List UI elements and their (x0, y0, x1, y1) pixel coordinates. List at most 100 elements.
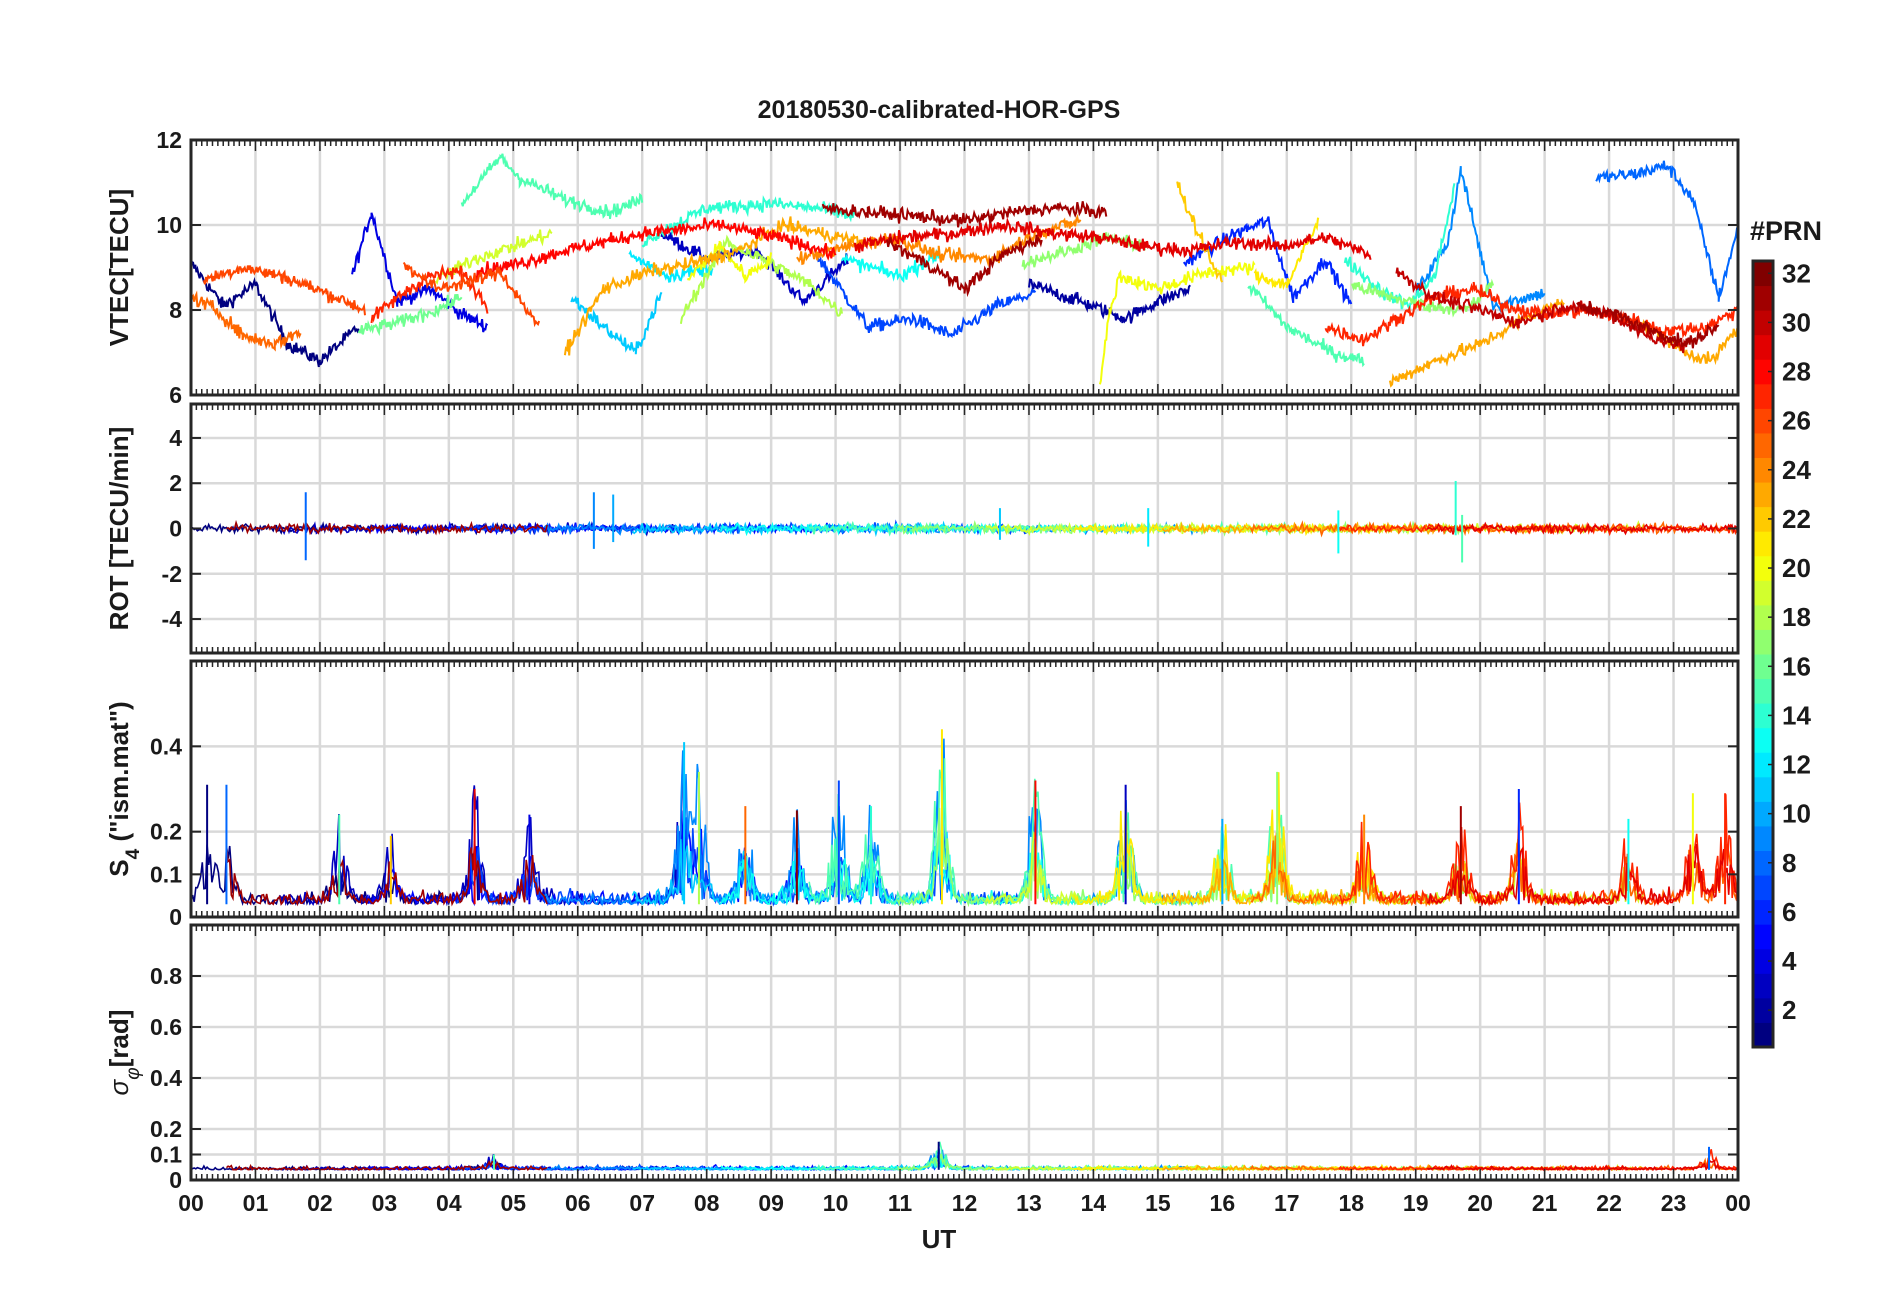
vtec-series-prn-27 (1324, 281, 1738, 347)
x-tick-label: 23 (1661, 1190, 1687, 1216)
y-tick-label: 0.4 (150, 733, 182, 759)
colorbar-swatch (1753, 924, 1773, 950)
colorbar-swatch (1753, 899, 1773, 925)
colorbar-swatch (1753, 703, 1773, 729)
series-s4 (191, 729, 1738, 908)
colorbar-swatch (1753, 531, 1773, 557)
rot-series-prn-31 (226, 519, 548, 536)
vtec-series-prn-20 (1098, 260, 1256, 385)
colorbar-swatch (1753, 1022, 1773, 1048)
x-tick-label: 12 (952, 1190, 978, 1216)
colorbar-swatch (1753, 580, 1773, 606)
colorbar-swatch (1753, 875, 1773, 901)
ticks-s4 (190, 661, 1739, 918)
sigma-series-prn-27 (1338, 1149, 1738, 1172)
x-tick-label: 18 (1338, 1190, 1364, 1216)
colorbar-swatch (1753, 359, 1773, 385)
colorbar-swatch (1753, 752, 1773, 778)
y-tick-label: 0.8 (150, 963, 182, 989)
colorbar-title: #PRN (1750, 216, 1822, 246)
y-tick-label: 0.4 (150, 1065, 182, 1091)
rot-series-prn-25 (1249, 520, 1738, 538)
y-axis-label-sigma: σφ[rad] (104, 1010, 144, 1096)
colorbar-swatch (1753, 432, 1773, 458)
colorbar-swatch (1753, 997, 1773, 1023)
colorbar-tick-label: 18 (1782, 602, 1811, 632)
y-tick-label: 0.2 (150, 819, 182, 845)
colorbar-swatch (1753, 383, 1773, 409)
x-tick-label: 20 (1467, 1190, 1493, 1216)
grid-vtec (191, 140, 1738, 395)
x-tick-label: 01 (243, 1190, 269, 1216)
ticks-sigma (190, 925, 1739, 1181)
colorbar-swatch (1753, 654, 1773, 680)
y-tick-label: 4 (169, 425, 182, 451)
vtec-series-prn-29 (853, 216, 1372, 261)
x-tick-label: 21 (1532, 1190, 1558, 1216)
y-tick-label: 6 (169, 382, 182, 408)
vtec-series-prn-31 (821, 201, 1108, 228)
colorbar-swatch (1753, 555, 1773, 581)
vtec-series-prn-13 (841, 248, 940, 283)
x-tick-label: 22 (1596, 1190, 1622, 1216)
y-tick-label: 0 (169, 1167, 182, 1193)
ticks-vtec (190, 139, 1739, 396)
sigma-series-prn-15 (809, 1141, 1298, 1172)
x-tick-label: 08 (694, 1190, 720, 1216)
x-tick-label: 04 (436, 1190, 462, 1216)
colorbar-tick-label: 16 (1782, 651, 1811, 681)
colorbar-tick-label: 24 (1782, 455, 1811, 485)
vtec-series-prn-21 (1253, 217, 1320, 291)
colorbar-swatch (1753, 334, 1773, 360)
colorbar-tick-label: 30 (1782, 307, 1811, 337)
colorbar-swatch (1753, 261, 1773, 287)
vtec-series-prn-8 (1595, 160, 1738, 302)
colorbar-swatch (1753, 973, 1773, 999)
panel-vtec: 6 8 10 12 VTEC[TECU] (104, 127, 1740, 408)
colorbar-swatch (1753, 948, 1773, 974)
x-tick-label: 06 (565, 1190, 591, 1216)
colorbar-swatch (1753, 457, 1773, 483)
y-axis-label-vtec: VTEC[TECU] (104, 189, 134, 346)
y-tick-label: 0.1 (150, 1142, 182, 1168)
y-tick-label: -4 (162, 606, 183, 632)
x-tick-label: 17 (1274, 1190, 1300, 1216)
x-tick-label: 05 (500, 1190, 526, 1216)
vtec-series-prn-23 (1388, 298, 1565, 388)
x-tick-label: 03 (372, 1190, 398, 1216)
vtec-series-prn-18 (679, 234, 843, 324)
y-tick-label: 0.6 (150, 1014, 182, 1040)
series-sigma (191, 1141, 1738, 1172)
colorbar-tick-label: 26 (1782, 406, 1811, 436)
vtec-series-prn-6 (1182, 216, 1353, 305)
vtec-series-prn-7 (816, 254, 1037, 339)
vtec-series-prn-24 (796, 213, 1082, 267)
chart-title: 20180530-calibrated-HOR-GPS (758, 96, 1121, 124)
vtec-series-prn-19 (435, 228, 553, 285)
x-tick-label: 00 (1725, 1190, 1751, 1216)
sigma-series-prn-29 (1427, 1159, 1738, 1172)
panel-rot: -4 -2 0 2 4 ROT [TECU/min] (104, 402, 1740, 655)
x-tick-label: 16 (1210, 1190, 1236, 1216)
rot-series-prn-29 (1426, 521, 1738, 536)
y-tick-label: 0 (169, 516, 182, 542)
vtec-series-prn-4 (351, 212, 489, 333)
y-tick-label: 0.1 (150, 861, 182, 887)
vtec-series-prn-27 (370, 263, 489, 324)
colorbar-tick-label: 10 (1782, 799, 1811, 829)
colorbar-swatch (1753, 727, 1773, 753)
colorbar-swatch (1753, 482, 1773, 508)
vtec-series-prn-14 (641, 195, 856, 248)
vtec-series-prn-28 (473, 217, 837, 282)
ticks-rot (190, 404, 1739, 653)
x-tick-label: 10 (823, 1190, 849, 1216)
colorbar-tick-label: 32 (1782, 258, 1811, 288)
s4-series-prn-25 (1250, 832, 1738, 908)
vtec-series-prn-16 (357, 294, 463, 337)
vtec-series-prn-3 (660, 231, 849, 307)
vtec-series-prn-31 (886, 234, 1043, 298)
colorbar-frame (1751, 259, 1775, 1049)
y-tick-label: 0.2 (150, 1116, 182, 1142)
